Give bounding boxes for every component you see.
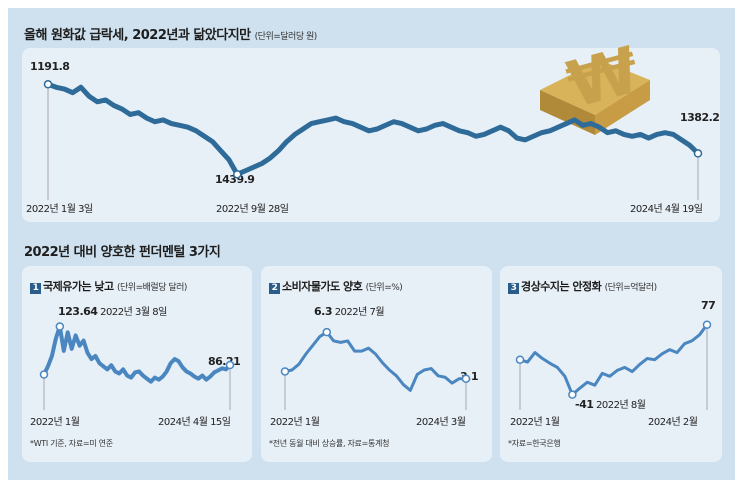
extreme-point	[322, 327, 332, 337]
ca-end-label: 77	[701, 299, 716, 312]
end-point	[461, 374, 471, 383]
won-symbol-icon: ₩	[540, 33, 650, 135]
ca-x-start: 2022년 1월	[510, 417, 560, 428]
start-value-label: 1191.8	[30, 60, 70, 73]
peak-value-label: 1439.9	[215, 173, 255, 186]
number-badge: 3	[508, 283, 519, 294]
start-point	[39, 370, 49, 379]
oil-note: *WTI 기준, 자료=미 연준	[30, 439, 113, 448]
x-label-end: 2024년 4월 19일	[630, 204, 703, 215]
extreme-point	[232, 170, 242, 179]
main-unit: (단위=달러당 원)	[254, 32, 318, 42]
oil-title-text: 국제유가는 낮고	[43, 280, 114, 293]
oil-peak-date: 2022년 3월 8일	[100, 307, 167, 318]
current-account-panel	[500, 266, 722, 462]
oil-unit: (단위=배럴당 달러)	[117, 283, 187, 293]
extreme-point	[568, 390, 577, 399]
end-value-label: 1382.2	[680, 111, 720, 124]
start-point	[515, 355, 525, 364]
cpi-title: 2 소비자물가도 양호 (단위=%)	[269, 278, 403, 294]
x-label-start: 2022년 1월 3일	[26, 204, 93, 215]
cpi-title-text: 소비자물가도 양호	[282, 280, 363, 293]
oil-x-start: 2022년 1월	[30, 417, 80, 428]
oil-panel	[22, 266, 252, 462]
series-line	[47, 81, 700, 177]
ca-low-date: 2022년 8월	[596, 400, 646, 411]
ca-unit: (단위=억달러)	[604, 283, 657, 293]
end-point	[693, 149, 703, 158]
start-point	[280, 367, 290, 376]
main-title: 올해 원화값 급락세, 2022년과 닮았다지만 (단위=달러당 원)	[24, 24, 317, 43]
cpi-x-end: 2024년 3월	[416, 417, 466, 428]
start-point	[43, 80, 53, 89]
end-point	[702, 320, 712, 329]
cpi-unit: (단위=%)	[365, 283, 403, 293]
ca-low-label: -41 2022년 8월	[575, 396, 646, 411]
oil-x-end: 2024년 4월 15일	[158, 417, 231, 428]
series-line	[519, 323, 709, 397]
ca-x-end: 2024년 2월	[648, 417, 698, 428]
x-label-mid: 2022년 9월 28일	[216, 204, 289, 215]
cpi-note: *전년 동월 대비 상승률, 자료=통계청	[269, 439, 390, 448]
oil-title: 1 국제유가는 낮고 (단위=배럴당 달러)	[30, 278, 187, 294]
ca-low-value: -41	[575, 398, 594, 411]
cpi-peak-value: 6.3	[314, 305, 333, 318]
section-title: 2022년 대비 양호한 펀더멘털 3가지	[24, 245, 221, 260]
ca-note: *자료=한국은행	[508, 439, 561, 448]
cpi-peak-label: 6.3 2022년 7월	[314, 303, 385, 318]
series-line	[42, 324, 232, 384]
number-badge: 2	[269, 283, 280, 294]
extreme-point	[55, 322, 65, 331]
oil-peak-value: 123.64	[58, 305, 98, 318]
ca-title-text: 경상수지는 안정화	[521, 280, 602, 293]
ca-title: 3 경상수지는 안정화 (단위=억달러)	[508, 278, 657, 294]
main-title-text: 올해 원화값 급락세, 2022년과 닮았다지만	[24, 28, 251, 43]
number-badge: 1	[30, 283, 41, 294]
end-point	[225, 360, 235, 370]
oil-peak-label: 123.64 2022년 3월 8일	[58, 303, 167, 318]
cpi-peak-date: 2022년 7월	[334, 307, 385, 318]
series-line	[284, 330, 466, 392]
cpi-x-start: 2022년 1월	[270, 417, 320, 428]
